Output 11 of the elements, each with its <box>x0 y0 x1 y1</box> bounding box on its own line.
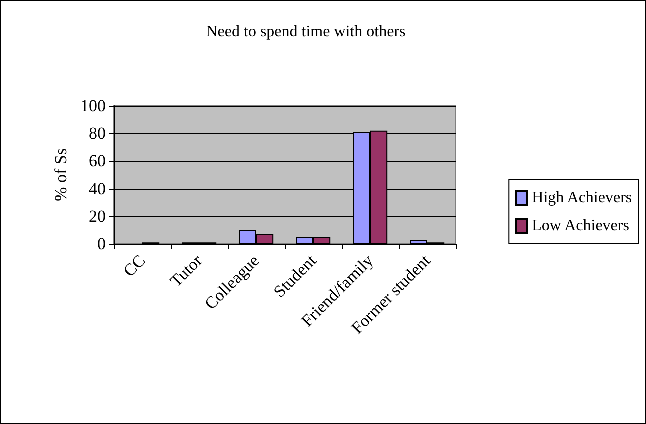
legend-label: Low Achievers <box>532 218 630 234</box>
y-tick-label: 40 <box>89 179 106 198</box>
y-tick-label: 0 <box>98 234 106 254</box>
y-axis-title: % of Ss <box>52 148 71 202</box>
y-tick-label: 80 <box>89 124 106 144</box>
y-tick-label: 60 <box>89 152 106 171</box>
chart-title: Need to spend time with others <box>206 24 406 40</box>
y-tick-label: 20 <box>89 206 106 226</box>
x-tick-label: CC <box>120 251 150 281</box>
y-tick-label: 100 <box>80 96 106 116</box>
legend-label: High Achievers <box>532 190 632 206</box>
